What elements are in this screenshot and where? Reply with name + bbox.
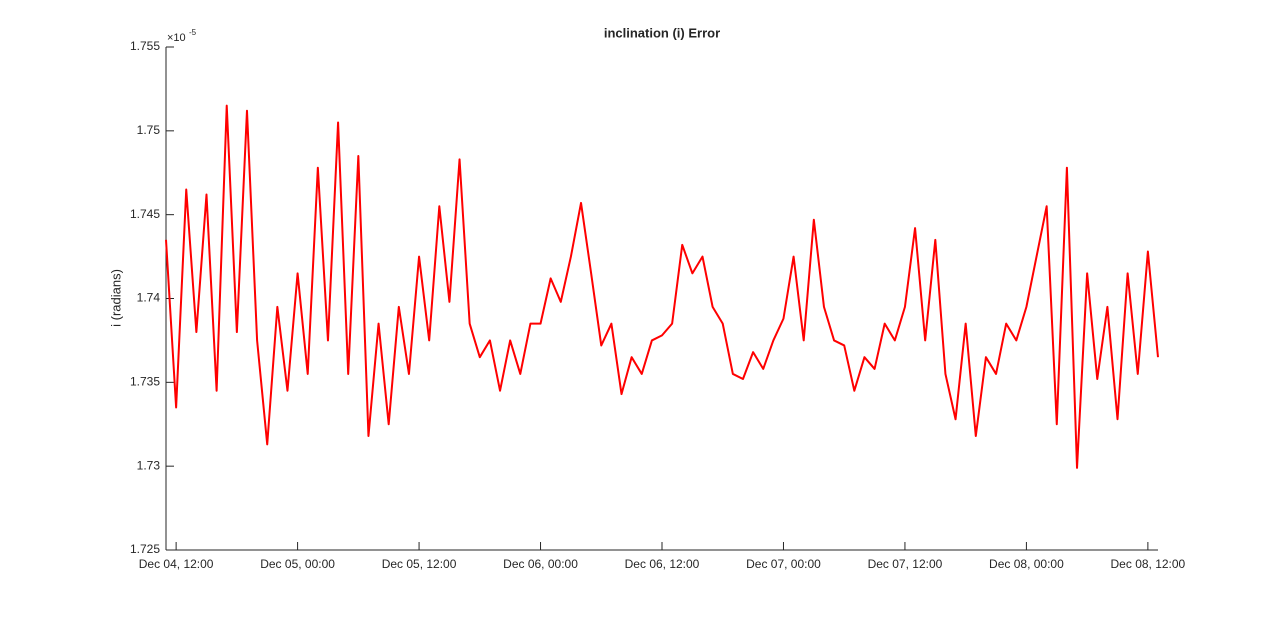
y-multiplier: ×10 bbox=[167, 32, 186, 44]
x-tick-label: Dec 08, 12:00 bbox=[1111, 557, 1186, 571]
data-line bbox=[165, 104, 1159, 469]
y-tick-label: 1.745 bbox=[130, 207, 160, 221]
x-tick-label: Dec 07, 00:00 bbox=[746, 557, 821, 571]
x-tick-label: Dec 04, 12:00 bbox=[139, 557, 214, 571]
y-tick-label: 1.74 bbox=[137, 291, 161, 305]
x-tick-label: Dec 07, 12:00 bbox=[868, 557, 943, 571]
x-tick-label: Dec 08, 00:00 bbox=[989, 557, 1064, 571]
y-tick-label: 1.725 bbox=[130, 542, 160, 556]
chart-title: inclination (i) Error bbox=[604, 25, 720, 40]
y-axis-label: i (radians) bbox=[108, 269, 123, 327]
x-tick-label: Dec 06, 00:00 bbox=[503, 557, 578, 571]
y-tick-label: 1.75 bbox=[137, 123, 161, 137]
y-tick-label: 1.755 bbox=[130, 39, 160, 53]
x-tick-label: Dec 06, 12:00 bbox=[625, 557, 700, 571]
x-tick-label: Dec 05, 00:00 bbox=[260, 557, 335, 571]
x-tick-label: Dec 05, 12:00 bbox=[382, 557, 457, 571]
y-tick-label: 1.73 bbox=[137, 458, 161, 472]
y-tick-label: 1.735 bbox=[130, 375, 160, 389]
y-multiplier-exponent: -5 bbox=[189, 28, 197, 37]
